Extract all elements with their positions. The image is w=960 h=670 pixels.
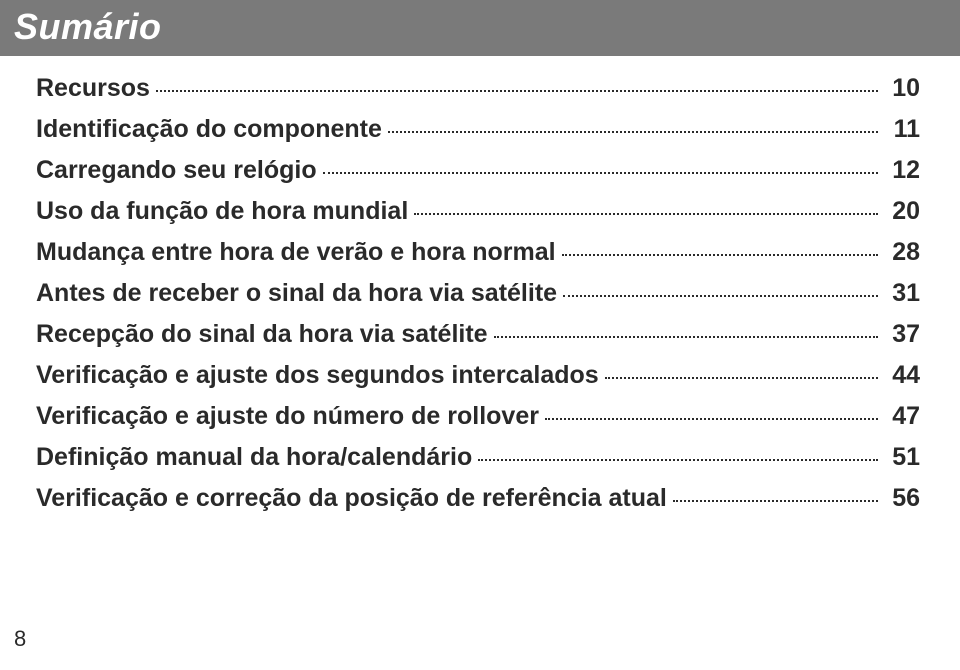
toc-row: Mudança entre hora de verão e hora norma…: [36, 238, 920, 267]
toc-row: Verificação e correção da posição de ref…: [36, 484, 920, 513]
toc-label: Verificação e ajuste do número de rollov…: [36, 402, 539, 431]
toc-leader-dots: [563, 295, 878, 297]
toc-row: Recursos 10: [36, 74, 920, 103]
toc-label: Verificação e ajuste dos segundos interc…: [36, 361, 599, 390]
toc-label: Recursos: [36, 74, 150, 103]
toc-leader-dots: [545, 418, 878, 420]
toc-label: Mudança entre hora de verão e hora norma…: [36, 238, 556, 267]
toc-leader-dots: [605, 377, 878, 379]
toc-page: 44: [884, 361, 920, 390]
toc-leader-dots: [388, 131, 878, 133]
toc-label: Recepção do sinal da hora via satélite: [36, 320, 488, 349]
toc-row: Verificação e ajuste do número de rollov…: [36, 402, 920, 431]
toc-row: Definição manual da hora/calendário 51: [36, 443, 920, 472]
toc-leader-dots: [323, 172, 878, 174]
toc-leader-dots: [494, 336, 878, 338]
toc-page: 20: [884, 197, 920, 226]
toc-row: Identificação do componente 11: [36, 115, 920, 144]
section-header: Sumário: [0, 0, 960, 56]
toc-leader-dots: [562, 254, 878, 256]
toc-label: Verificação e correção da posição de ref…: [36, 484, 667, 513]
page-number: 8: [14, 626, 26, 652]
toc-page: 11: [884, 115, 920, 144]
toc-label: Antes de receber o sinal da hora via sat…: [36, 279, 557, 308]
toc-label: Carregando seu relógio: [36, 156, 317, 185]
toc-label: Uso da função de hora mundial: [36, 197, 408, 226]
section-title: Sumário: [14, 6, 162, 47]
toc-page: 31: [884, 279, 920, 308]
toc-row: Antes de receber o sinal da hora via sat…: [36, 279, 920, 308]
toc-page: 12: [884, 156, 920, 185]
toc-label: Definição manual da hora/calendário: [36, 443, 472, 472]
toc-leader-dots: [414, 213, 878, 215]
toc-leader-dots: [156, 90, 878, 92]
toc-page: 56: [884, 484, 920, 513]
table-of-contents: Recursos 10 Identificação do componente …: [0, 56, 960, 513]
toc-page: 28: [884, 238, 920, 267]
toc-page: 37: [884, 320, 920, 349]
toc-page: 10: [884, 74, 920, 103]
toc-label: Identificação do componente: [36, 115, 382, 144]
toc-row: Recepção do sinal da hora via satélite 3…: [36, 320, 920, 349]
toc-leader-dots: [478, 459, 878, 461]
toc-page: 51: [884, 443, 920, 472]
toc-leader-dots: [673, 500, 878, 502]
toc-row: Carregando seu relógio 12: [36, 156, 920, 185]
toc-row: Verificação e ajuste dos segundos interc…: [36, 361, 920, 390]
toc-page: 47: [884, 402, 920, 431]
toc-row: Uso da função de hora mundial 20: [36, 197, 920, 226]
